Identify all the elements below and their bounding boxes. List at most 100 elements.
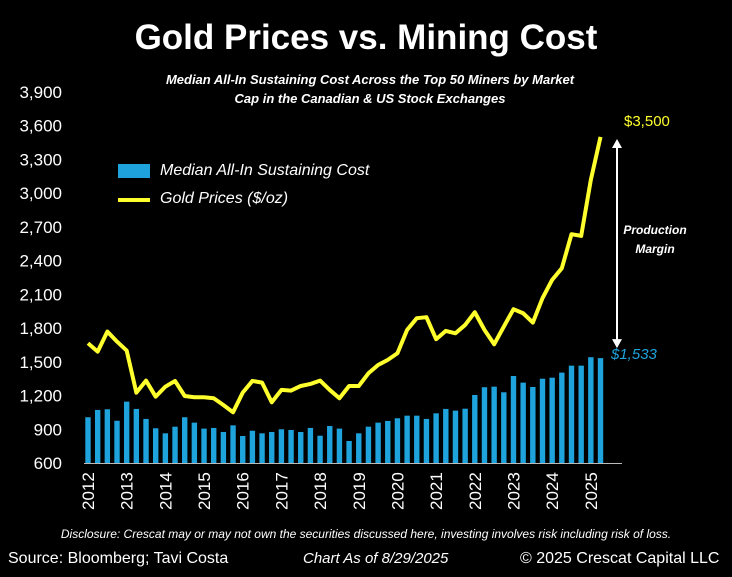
as-of-text: Chart As of 8/29/2025 (303, 550, 449, 567)
production-margin-line-1: Production (623, 223, 687, 237)
cost-bar (327, 426, 333, 463)
cost-bar (597, 358, 604, 463)
x-tick-label: 2023 (504, 472, 523, 510)
cost-bar (510, 375, 517, 463)
y-tick-label: 3,900 (19, 83, 62, 102)
legend-label-cost: Median All-In Sustaining Cost (160, 162, 370, 179)
chart-title: Gold Prices vs. Mining Cost (134, 18, 598, 57)
y-tick-label: 1,800 (19, 319, 62, 338)
y-tick-label: 600 (34, 454, 62, 473)
cost-bar (443, 408, 449, 463)
production-margin-line-2: Margin (635, 242, 675, 256)
cost-bar (162, 433, 169, 463)
cost-bar (365, 426, 372, 463)
cost-bar (191, 422, 198, 463)
copyright-text: © 2025 Crescat Capital LLC (520, 550, 720, 567)
x-tick-label: 2020 (388, 472, 407, 510)
cost-bar (414, 415, 420, 463)
cost-bar (201, 428, 207, 463)
margin-arrow-up-head (612, 138, 622, 148)
cost-bar (336, 428, 343, 463)
cost-bar (356, 433, 362, 463)
x-tick-label: 2013 (118, 472, 137, 510)
cost-bar (568, 365, 575, 463)
cost-bar (288, 429, 294, 463)
cost-bar (491, 386, 497, 463)
cost-bar (259, 433, 265, 463)
cost-bar (433, 413, 439, 463)
production-margin-label: Production Margin (615, 221, 695, 259)
cost-bar (578, 365, 584, 463)
cost-bar (549, 377, 555, 463)
cost-bar (211, 427, 217, 463)
cost-bar (172, 426, 178, 463)
y-tick-label: 2,700 (19, 218, 62, 237)
cost-bar (182, 417, 188, 463)
cost-bar (423, 418, 430, 463)
margin-arrow-down-head (612, 339, 622, 349)
y-tick-label: 3,600 (19, 117, 62, 136)
x-tick-label: 2017 (272, 472, 291, 510)
cost-bar (230, 425, 236, 463)
gold-price-line (86, 136, 603, 415)
x-tick-label: 2021 (427, 472, 446, 510)
cost-bar (104, 409, 111, 463)
cost-bar (249, 430, 256, 463)
y-tick-label: 3,000 (19, 184, 62, 203)
cost-last-label: $1,533 (611, 346, 657, 363)
x-tick-label: 2012 (79, 472, 98, 510)
cost-bar (220, 431, 227, 463)
cost-bar (123, 401, 130, 463)
cost-bar (278, 429, 285, 463)
cost-bar (501, 392, 507, 463)
legend-label-gold: Gold Prices ($/oz) (160, 190, 289, 207)
y-tick-label: 1,200 (19, 387, 62, 406)
chart-subtitle-line-2: Cap in the Canadian & US Stock Exchanges (234, 91, 506, 106)
cost-bar (472, 394, 478, 463)
cost-bar (385, 420, 391, 463)
cost-bar (152, 428, 159, 463)
cost-bar (240, 436, 246, 463)
cost-bar (462, 408, 468, 463)
cost-bar (307, 427, 314, 463)
cost-bar (143, 418, 149, 463)
y-tick-label: 900 (34, 420, 62, 439)
cost-bar (530, 387, 536, 463)
cost-bar (317, 435, 323, 463)
legend-line-swatch (118, 198, 150, 202)
x-tick-label: 2022 (466, 472, 485, 510)
cost-bar (394, 418, 401, 463)
cost-bar (269, 431, 275, 463)
cost-bar (539, 378, 546, 463)
x-tick-label: 2025 (582, 472, 601, 510)
x-tick-label: 2016 (234, 472, 253, 510)
x-tick-label: 2014 (156, 472, 175, 510)
x-tick-label: 2019 (350, 472, 369, 510)
cost-bar (114, 420, 120, 463)
cost-bar (346, 440, 352, 463)
cost-bar (588, 357, 594, 463)
y-tick-label: 1,500 (19, 353, 62, 372)
cost-bar (452, 410, 459, 463)
cost-bar (481, 387, 488, 463)
cost-bar (520, 382, 526, 463)
x-tick-label: 2024 (543, 472, 562, 510)
cost-bar (404, 415, 410, 463)
y-tick-label: 3,300 (19, 150, 62, 169)
y-tick-label: 2,100 (19, 285, 62, 304)
disclosure-text: Disclosure: Crescat may or may not own t… (60, 527, 672, 541)
y-tick-label: 2,400 (19, 252, 62, 271)
cost-bar (298, 431, 304, 463)
gold-last-label: $3,500 (624, 113, 670, 130)
cost-bar (133, 408, 140, 463)
cost-bar (559, 372, 565, 463)
cost-bar (94, 409, 101, 463)
source-text: Source: Bloomberg; Tavi Costa (8, 550, 229, 567)
x-tick-label: 2015 (195, 472, 214, 510)
chart-subtitle-line-1: Median All-In Sustaining Cost Across the… (165, 72, 575, 87)
cost-bar (375, 422, 381, 463)
legend-bar-swatch (118, 164, 150, 178)
cost-bar (85, 417, 91, 463)
x-tick-label: 2018 (311, 472, 330, 510)
